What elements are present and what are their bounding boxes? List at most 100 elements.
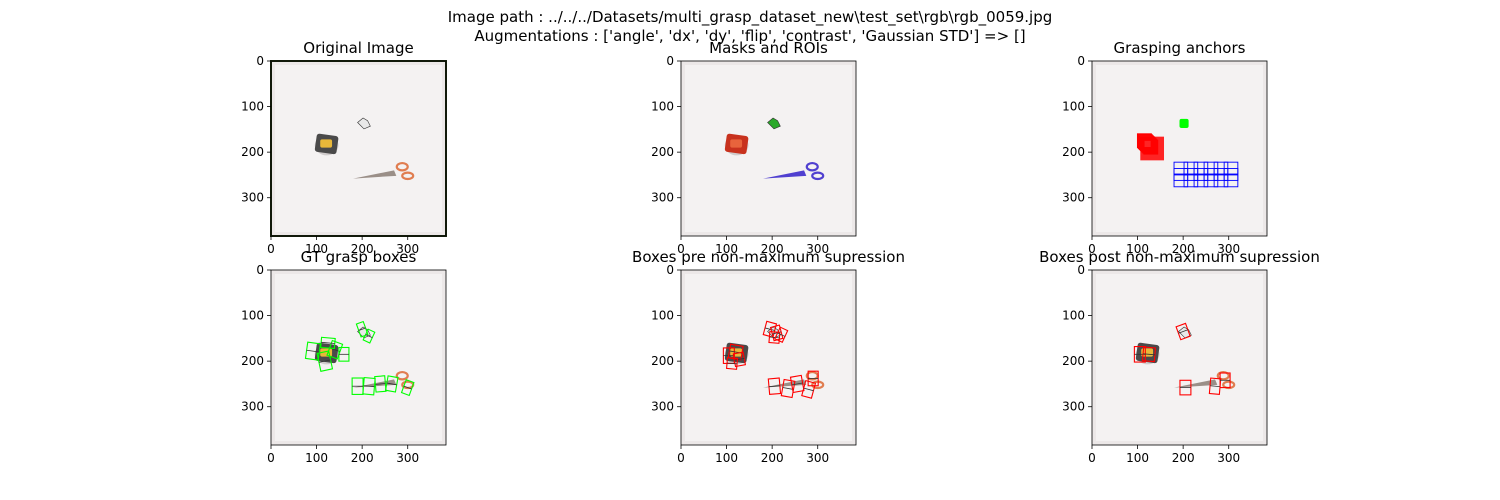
x-tick-label: 100 [1126, 451, 1149, 465]
y-tick-label: 300 [241, 400, 264, 414]
subplot-title: Boxes post non-maximum supression [1039, 248, 1320, 266]
y-tick-label: 300 [241, 191, 264, 205]
grasp-box-center-line [768, 385, 780, 388]
x-tick-label: 100 [1126, 242, 1149, 256]
x-tick-label: 0 [267, 242, 275, 256]
x-tick-label: 0 [267, 451, 275, 465]
x-tick-label: 0 [677, 451, 685, 465]
grasp-box-center-line [318, 359, 331, 363]
tape-detail [320, 139, 333, 148]
axes-frame [680, 60, 857, 237]
suptitle-line-1: Image path : ../../../Datasets/multi_gra… [448, 8, 1053, 27]
anchor-blue [1223, 168, 1239, 181]
anchor-blue [1213, 161, 1229, 175]
tape-measure-object [724, 133, 749, 156]
grasp-box-center-line [1210, 385, 1221, 388]
y-tick-label: 300 [651, 191, 674, 205]
clip-object [357, 117, 371, 130]
anchor-red-cluster [1140, 136, 1165, 161]
image-surface [275, 65, 442, 232]
y-tick-label: 200 [241, 145, 264, 159]
axes-frame [1091, 60, 1268, 237]
axes-frame [1091, 269, 1268, 446]
x-tick-label: 100 [715, 451, 738, 465]
y-tick-label: 0 [666, 54, 674, 68]
image-surface [1096, 65, 1263, 232]
grasp-box-center-line [782, 387, 794, 390]
x-tick-label: 200 [761, 242, 784, 256]
x-tick-label: 300 [396, 451, 419, 465]
y-tick-label: 0 [1077, 54, 1085, 68]
x-tick-label: 200 [351, 242, 374, 256]
anchor-blue [1183, 168, 1199, 181]
anchor-blue [1183, 174, 1199, 188]
subplot-1: Original Image 0 100 200 300 0 100 200 300 [241, 39, 447, 256]
scissors-object [763, 161, 825, 181]
anchor-blue [1213, 174, 1229, 188]
x-tick-label: 200 [1172, 242, 1195, 256]
grasp-box-center-line [727, 362, 738, 365]
x-tick-label: 300 [806, 242, 829, 256]
subplot-title: Grasping anchors [1114, 39, 1246, 57]
grasp-box-center-line [777, 332, 786, 337]
x-tick-label: 200 [1172, 451, 1195, 465]
axes-frame [680, 269, 857, 446]
anchor-blue [1223, 161, 1239, 175]
grasp-box-center-line [375, 383, 386, 385]
anchor-blue [1213, 168, 1229, 181]
grasp-box-center-line [769, 336, 780, 339]
image-surface [275, 274, 442, 441]
scissors-handle-top [805, 161, 819, 172]
y-tick-label: 200 [651, 354, 674, 368]
y-tick-label: 200 [1062, 145, 1085, 159]
anchor-blue [1203, 174, 1219, 188]
grasp-boxes [722, 320, 819, 399]
anchor-blue [1193, 174, 1209, 188]
axes-frame [270, 60, 447, 237]
y-tick-label: 100 [241, 100, 264, 114]
suptitle-line-2: Augmentations : ['angle', 'dx', 'dy', 'f… [474, 27, 1025, 45]
grasp-box-center-line [306, 349, 320, 353]
y-tick-label: 200 [651, 145, 674, 159]
y-tick-label: 200 [1062, 354, 1085, 368]
scissors-blade [1174, 379, 1218, 388]
y-tick-label: 100 [651, 100, 674, 114]
tape-measure-object [314, 133, 339, 156]
grasp-box-center-line [1178, 329, 1188, 334]
scissors-handle-top [395, 161, 409, 172]
image-surface [1096, 274, 1263, 441]
x-tick-label: 0 [1088, 242, 1096, 256]
y-tick-label: 100 [1062, 309, 1085, 323]
scissors-object [353, 161, 415, 181]
clip-shape [767, 117, 781, 130]
subplot-4: GT grasp boxes 0 100 200 300 0 100 200 300 [241, 248, 447, 465]
y-tick-label: 100 [241, 309, 264, 323]
anchor-blue [1173, 161, 1189, 175]
tape-detail [730, 139, 743, 148]
subplot-3: Grasping anchors 0 100 200 300 0 100 200 300 [1062, 39, 1268, 256]
y-tick-label: 0 [666, 263, 674, 277]
subplot-title: Original Image [303, 39, 413, 57]
grasp-box-center-line [803, 387, 814, 392]
scissors-blade [353, 170, 397, 179]
anchor-blue [1223, 174, 1239, 188]
grasp-box-center-line [1143, 353, 1155, 356]
grasp-box-center-line [358, 327, 366, 331]
subplot-title: Boxes pre non-maximum supression [632, 248, 905, 266]
y-tick-label: 200 [241, 354, 264, 368]
x-tick-label: 0 [677, 242, 685, 256]
scissors-handle-bottom [401, 171, 415, 181]
anchor-blue [1203, 161, 1219, 175]
y-tick-label: 0 [1077, 263, 1085, 277]
y-tick-label: 300 [1062, 191, 1085, 205]
grasp-box-center-line [403, 385, 412, 390]
grasp-box-center-line [365, 334, 373, 338]
anchor-green-cluster [1179, 118, 1189, 128]
x-tick-label: 300 [1217, 242, 1240, 256]
x-tick-label: 300 [806, 451, 829, 465]
scissors-handle-bottom [811, 171, 825, 181]
y-tick-label: 0 [256, 54, 264, 68]
x-tick-label: 100 [305, 242, 328, 256]
